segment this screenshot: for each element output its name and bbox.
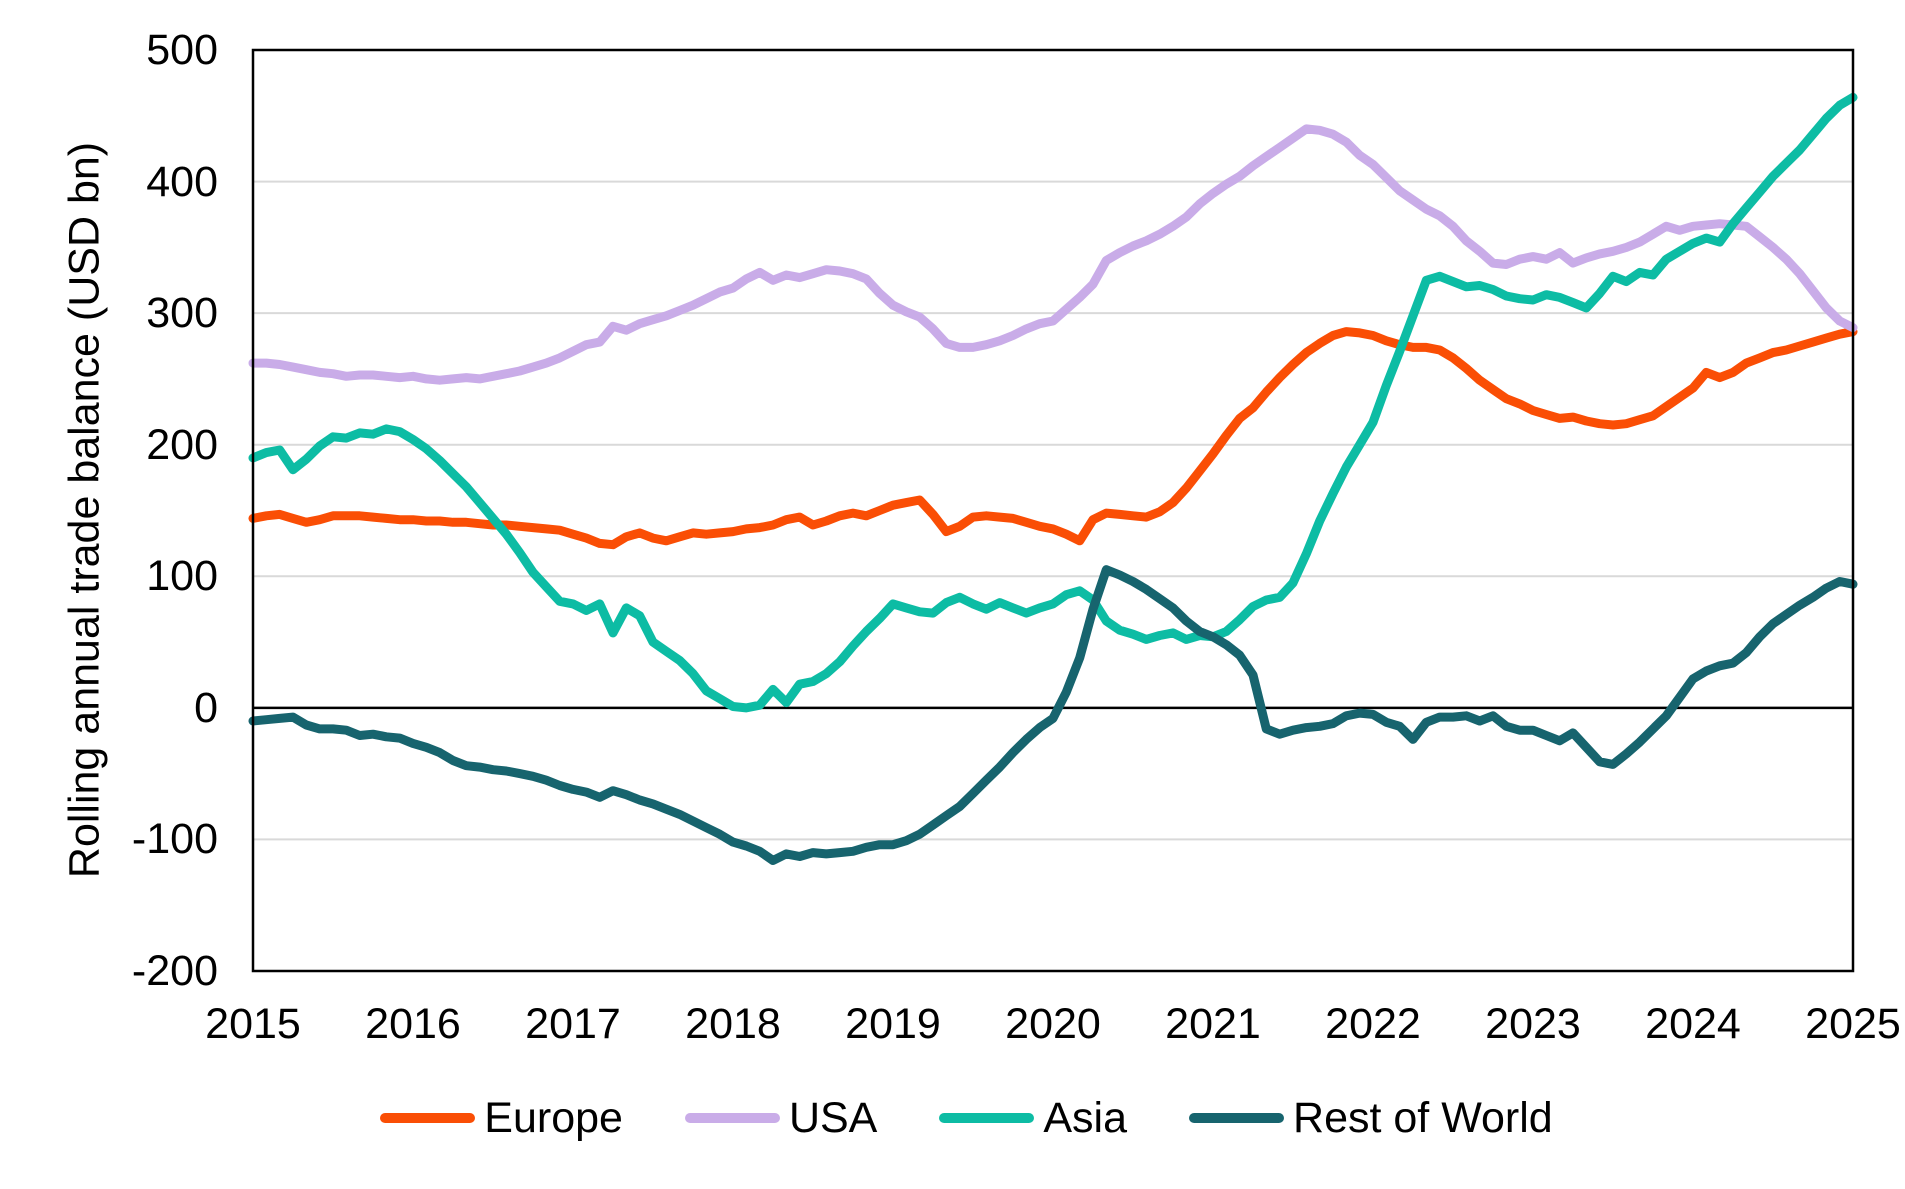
x-tick-label: 2025 [1805,1000,1901,1048]
legend-label-europe: Europe [484,1094,623,1142]
legend-swatch-rest-of-world [1189,1113,1285,1123]
y-tick-label: 100 [146,552,218,601]
series-line-rest-of-world [248,565,1858,865]
y-tick-label: 400 [146,157,218,206]
y-tick-label: 0 [194,683,218,732]
y-tick-label: 300 [146,289,218,338]
x-tick-label: 2021 [1165,1000,1261,1048]
series-line-asia [248,92,1858,713]
x-tick-label: 2017 [525,1000,621,1048]
x-tick-label: 2023 [1485,1000,1581,1048]
x-tick-label: 2015 [205,1000,301,1048]
legend-label-asia: Asia [1043,1094,1128,1142]
x-tick-label: 2018 [685,1000,781,1048]
series-line-europe [248,327,1858,550]
y-tick-label: 500 [146,26,218,74]
legend-swatch-usa [684,1113,780,1123]
legend-item-asia: Asia [939,1094,1127,1142]
legend-label-rest-of-world: Rest of World [1293,1094,1553,1142]
x-tick-label: 2024 [1645,1000,1741,1048]
x-tick-label: 2019 [845,1000,941,1048]
legend-swatch-asia [939,1113,1035,1123]
x-tick-label: 2020 [1005,1000,1101,1048]
y-tick-label: 200 [146,420,218,469]
x-tick-label: 2016 [365,1000,461,1048]
legend-label-usa: USA [788,1094,878,1142]
legend-item-usa: USA [684,1094,878,1142]
y-tick-label: -200 [131,947,218,995]
y-tick-label: -100 [131,815,218,864]
legend-swatch-europe [380,1113,476,1123]
legend-item-europe: Europe [380,1094,623,1142]
legend-item-rest-of-world: Rest of World [1189,1094,1553,1142]
chart-legend: Europe USA Asia Rest of World [0,1094,1905,1142]
y-axis-title: Rolling annual trade balance (USD bn) [60,141,109,879]
series-line-usa [248,124,1858,385]
x-tick-label: 2022 [1325,1000,1421,1048]
plot-border [251,48,1855,973]
